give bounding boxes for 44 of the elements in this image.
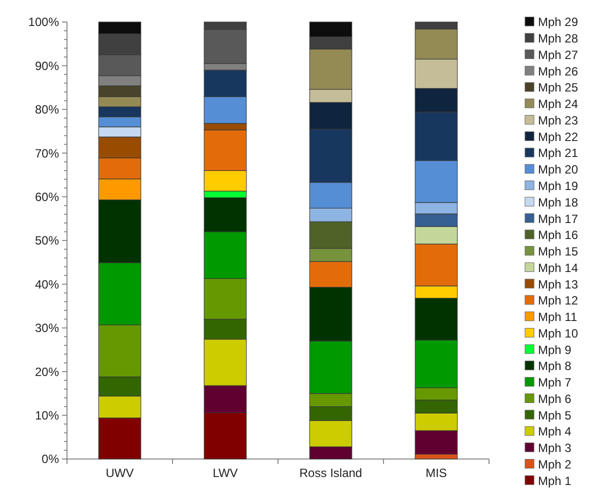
y-tick-label: 40% — [34, 277, 60, 292]
y-tick-label: 70% — [34, 146, 60, 160]
legend-label: Mph 18 — [538, 195, 578, 210]
legend-label: Mph 12 — [538, 294, 578, 308]
legend-label: Mph 16 — [538, 228, 578, 242]
legend-label: Mph 28 — [538, 32, 578, 46]
legend-label: Mph 11 — [538, 310, 578, 324]
legend-label: Mph 10 — [538, 326, 578, 340]
legend-label: Mph 27 — [538, 48, 578, 62]
x-tick-label: UWV — [106, 466, 134, 480]
y-tick-label: 30% — [34, 321, 60, 336]
legend-label: Mph 17 — [538, 212, 578, 226]
legend-label: Mph 21 — [538, 146, 578, 160]
y-tick-label: 100% — [28, 15, 60, 30]
legend-label: Mph 24 — [538, 97, 578, 112]
legend-label: Mph 22 — [538, 130, 578, 144]
legend-label: Mph 26 — [538, 64, 578, 78]
legend-label: Mph 25 — [538, 80, 578, 95]
y-tick-label: 80% — [34, 102, 60, 117]
legend-label: Mph 7 — [538, 376, 572, 390]
legend-label: Mph 13 — [538, 277, 578, 292]
legend-label: Mph 14 — [538, 260, 578, 275]
legend-label: Mph 19 — [538, 178, 578, 193]
legend-label: Mph 5 — [538, 408, 572, 422]
y-tick-label: 60% — [34, 190, 60, 204]
y-tick-label: 0% — [42, 452, 60, 466]
legend-label: Mph 4 — [538, 424, 572, 439]
y-tick-label: 90% — [34, 58, 60, 73]
y-tick-label: 50% — [34, 234, 60, 248]
legend-label: Mph 15 — [538, 244, 578, 259]
legend-label: Mph 29 — [538, 15, 578, 30]
x-tick-label: MIS — [426, 466, 447, 480]
legend-label: Mph 23 — [538, 113, 578, 128]
legend-label: Mph 2 — [538, 457, 572, 472]
legend-label: Mph 1 — [538, 474, 572, 488]
x-tick-label: Ross Island — [299, 466, 362, 480]
legend-label: Mph 9 — [538, 342, 572, 357]
legend-label: Mph 20 — [538, 162, 578, 177]
legend-label: Mph 6 — [538, 392, 572, 406]
y-tick-label: 10% — [34, 408, 60, 422]
x-tick-label: LWV — [212, 466, 238, 480]
legend-label: Mph 3 — [538, 441, 572, 456]
legend-label: Mph 8 — [538, 359, 572, 374]
y-tick-label: 20% — [34, 364, 60, 379]
